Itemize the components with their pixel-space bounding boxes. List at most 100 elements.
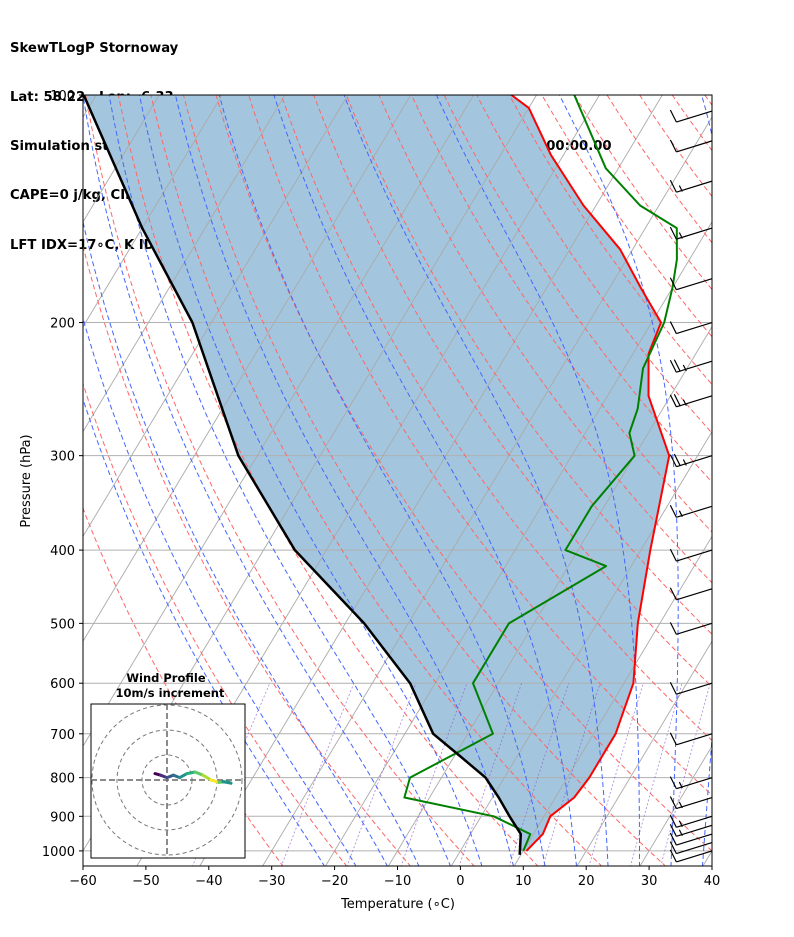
moist-adiabat-line [138, 95, 483, 866]
moist-adiabat-line [174, 95, 514, 866]
inset-range-ring [91, 704, 243, 856]
dry-adiabat-line [704, 95, 712, 106]
dewpoint-profile-line [403, 95, 678, 852]
y-tick-label: 200 [50, 317, 75, 332]
dry-adiabat-line [508, 95, 712, 386]
dry-adiabat-line [280, 95, 712, 742]
y-tick-label: 1000 [42, 845, 75, 860]
mixing-ratio-line [630, 683, 683, 866]
dry-adiabat-line [378, 95, 712, 584]
y-tick-label: 900 [50, 810, 75, 825]
wind-barb [669, 321, 713, 335]
isotherm-line [83, 95, 475, 747]
mixing-ratio-line [280, 683, 355, 866]
isotherm-line [83, 95, 223, 328]
inset-range-ring [116, 729, 218, 831]
y-tick-label: 300 [50, 450, 75, 465]
mixing-ratio-line [660, 683, 711, 866]
moist-adiabat-line [218, 95, 546, 866]
wind-barb [669, 359, 713, 373]
dry-adiabat-line [83, 382, 348, 866]
mixing-ratio-line [588, 683, 644, 866]
temperature-profile-line [510, 95, 671, 852]
y-axis-label: Pressure (hPa) [19, 434, 34, 527]
wind-barb [669, 732, 713, 746]
isotherm-line [262, 116, 712, 866]
wind-barbs [669, 109, 713, 863]
wind-barb [669, 832, 713, 846]
moist-adiabat-line [734, 95, 794, 867]
profile-lines [83, 95, 678, 855]
y-tick-label: 500 [50, 617, 75, 632]
wind-barb [669, 453, 713, 468]
isotherm-line [83, 95, 412, 643]
wind-barb [669, 109, 713, 123]
wind-profile-inset: Wind Profile 10m/s increment [90, 671, 246, 859]
wind-barb [669, 277, 713, 291]
background-lines [83, 95, 794, 867]
y-tick-label: 700 [50, 728, 75, 743]
isotherm-line [702, 850, 712, 866]
wind-barb [669, 139, 713, 153]
isotherm-line [513, 535, 712, 866]
x-tick-label: −20 [321, 874, 348, 889]
x-tick-label: 30 [641, 874, 658, 889]
mixing-ratio-line [508, 683, 570, 866]
dry-adiabat-line [215, 95, 712, 852]
mixing-ratio-line [346, 683, 417, 866]
isotherm-line [765, 95, 794, 867]
dry-adiabat-line [313, 95, 712, 688]
inset-range-ring [141, 754, 193, 806]
wind-barb [669, 776, 713, 790]
wind-barb [669, 587, 713, 601]
chart-title: SkewTLogP Stornoway [10, 40, 179, 56]
moist-adiabat-line [435, 95, 640, 866]
dry-adiabat-line [83, 244, 411, 866]
dry-adiabat-line [117, 95, 539, 866]
wind-barb [669, 505, 713, 518]
isotherm-line [450, 430, 712, 866]
y-tick-label: 800 [50, 772, 75, 787]
y-tick-label: 600 [50, 677, 75, 692]
y-tick-label: 100 [50, 89, 75, 104]
dry-adiabat-line [85, 95, 475, 866]
moist-adiabat-line [83, 316, 357, 866]
x-axis-label: Temperature (∘C) [340, 897, 455, 912]
x-tick-label: −50 [132, 874, 159, 889]
wind-barb [669, 796, 713, 810]
inset-subtitle: 10m/s increment [116, 686, 225, 700]
wind-barb [669, 179, 713, 193]
wind-barb [669, 841, 713, 855]
mixing-ratio-line [542, 683, 601, 866]
dry-adiabat-line [443, 95, 712, 483]
wind-barb [669, 681, 713, 695]
isotherm-line [83, 95, 349, 538]
x-tick-label: −40 [195, 874, 222, 889]
dry-adiabat-line [183, 95, 667, 866]
moist-adiabat-line [273, 95, 577, 866]
moist-adiabat-line [558, 95, 679, 866]
hodograph-segment [201, 773, 213, 782]
wind-barb [669, 622, 713, 635]
isotherm-line [83, 95, 97, 118]
dry-adiabat-line [150, 95, 603, 866]
moist-adiabat-line [108, 95, 451, 866]
cape-cin-area [83, 95, 669, 851]
cape-fill-layer [83, 95, 669, 851]
dry-adiabat-line [671, 95, 712, 152]
dry-adiabat-line [411, 95, 712, 533]
x-tick-label: 10 [515, 874, 532, 889]
moist-adiabat-line [701, 95, 712, 866]
moist-adiabat-line [83, 95, 420, 866]
moist-adiabat-line [83, 397, 326, 866]
x-tick-label: 40 [704, 874, 721, 889]
hodograph-segment [221, 780, 233, 785]
isotherm-line [83, 95, 286, 433]
x-tick-label: −60 [69, 874, 96, 889]
parcel-profile-line [83, 95, 523, 855]
x-tick-label: 20 [578, 874, 595, 889]
inset-title: Wind Profile [126, 671, 206, 685]
isotherm-line [576, 640, 712, 866]
wind-barb [669, 548, 713, 562]
